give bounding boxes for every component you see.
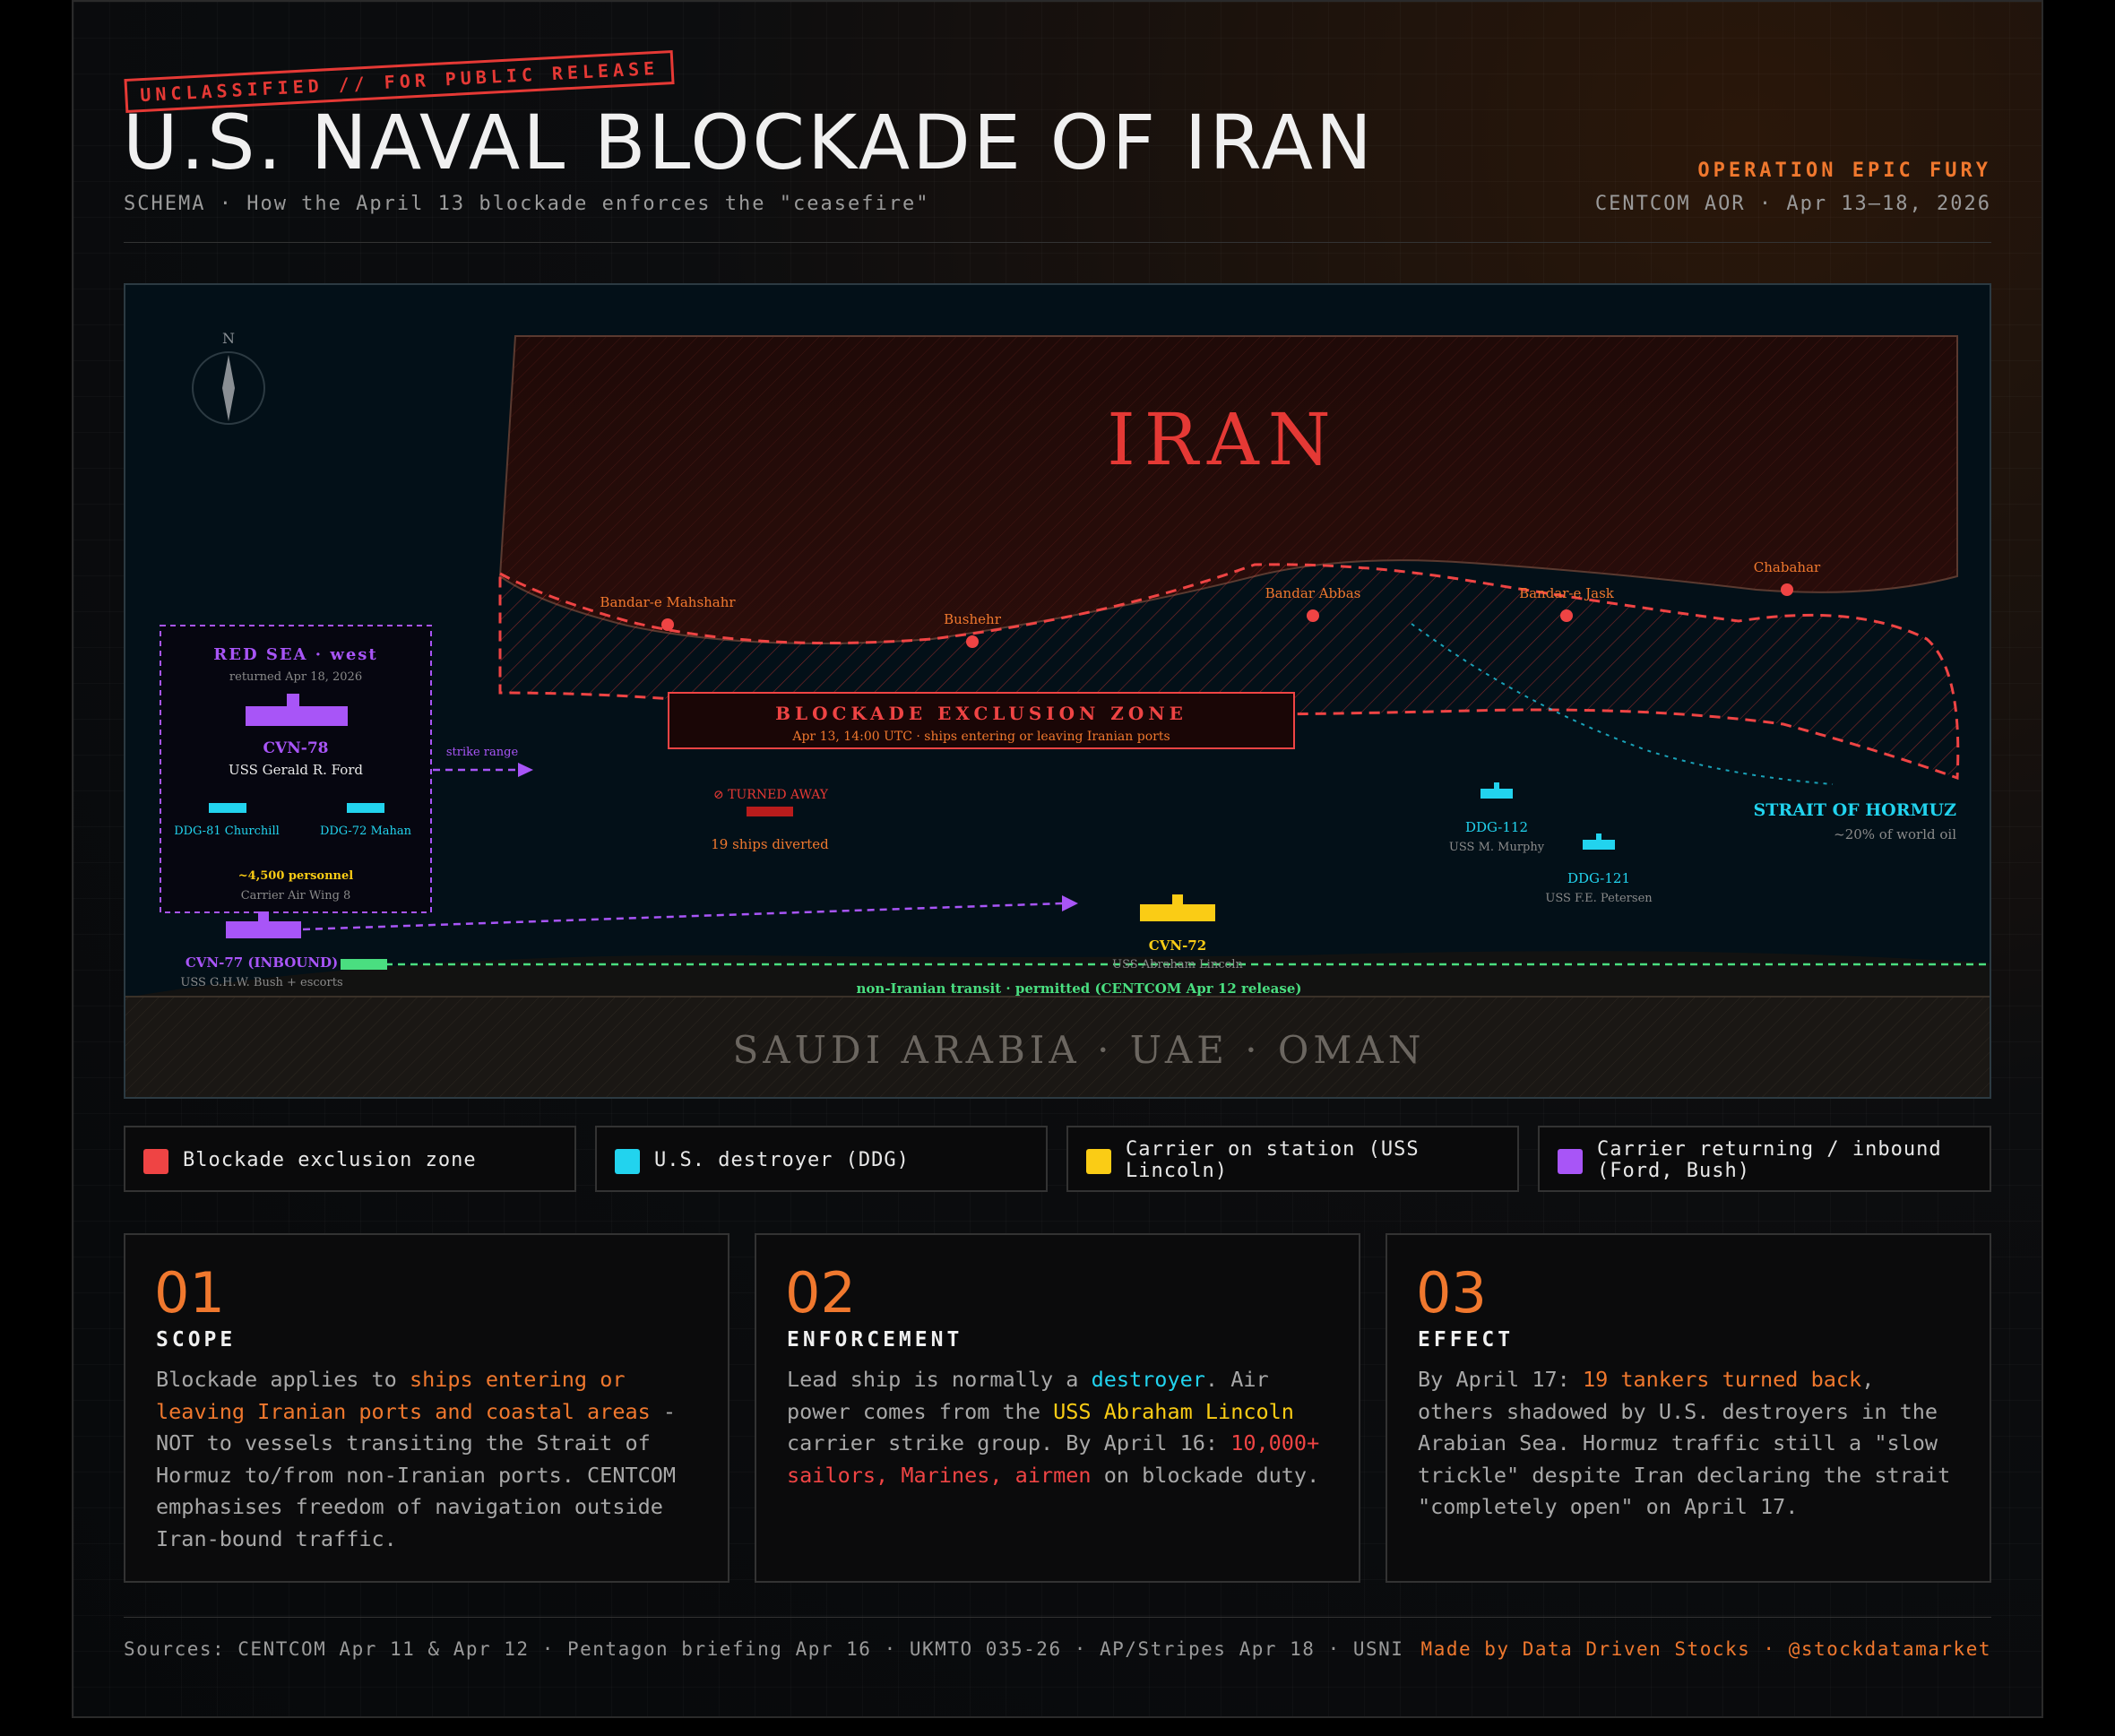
svg-text:DDG-81 Churchill: DDG-81 Churchill	[174, 825, 280, 838]
strait-route	[1411, 623, 1834, 785]
strike-range-arrow: strike range	[433, 746, 533, 777]
area-of-responsibility: CENTCOM AOR · Apr 13–18, 2026	[1594, 193, 1991, 215]
transit-ship-icon	[341, 959, 387, 970]
compass-north-label: N	[222, 330, 235, 347]
svg-text:strike range: strike range	[446, 746, 519, 759]
svg-text:RED SEA · west: RED SEA · west	[213, 645, 377, 664]
legend-carrier-on-station: Carrier on station (USS Lincoln)	[1066, 1126, 1519, 1192]
svg-text:Apr 13, 14:00 UTC · ships ente: Apr 13, 14:00 UTC · ships entering or le…	[791, 730, 1170, 744]
port-bandar-e-mahshahr: Bandar-e Mahshahr	[600, 594, 736, 631]
legend-destroyer: U.S. destroyer (DDG)	[595, 1126, 1048, 1192]
ddg112-id: DDG-112	[1465, 819, 1528, 835]
card-body: Blockade applies to ships entering or le…	[156, 1367, 677, 1551]
card-number: 02	[785, 1260, 856, 1326]
port-chabahar: Chabahar	[1754, 559, 1821, 596]
ships-diverted-label: 19 ships diverted	[711, 836, 829, 852]
cvn77-name: USS G.H.W. Bush + escorts	[180, 976, 342, 989]
cvn72-name: USS Abraham Lincoln	[1112, 958, 1243, 972]
legend-exclusion-zone: Blockade exclusion zone	[124, 1126, 576, 1192]
svg-text:Bandar Abbas: Bandar Abbas	[1265, 585, 1361, 601]
carrier-cvn77-icon	[226, 911, 301, 938]
ddg121-name: USS F.E. Petersen	[1545, 892, 1653, 905]
svg-text:returned Apr 18, 2026: returned Apr 18, 2026	[229, 670, 362, 684]
svg-text:DDG-72 Mahan: DDG-72 Mahan	[320, 825, 412, 838]
compass-icon: N	[192, 330, 265, 425]
svg-text:BLOCKADE EXCLUSION ZONE: BLOCKADE EXCLUSION ZONE	[775, 703, 1187, 724]
card-heading: EFFECT	[1418, 1328, 1515, 1352]
turned-away-label: ⊘ TURNED AWAY	[713, 788, 829, 802]
legend-swatch-red	[143, 1149, 168, 1174]
svg-text:Bushehr: Bushehr	[944, 611, 1002, 627]
svg-text:Bandar-e Jask: Bandar-e Jask	[1519, 585, 1615, 601]
destroyer-ddg72-icon	[347, 803, 384, 813]
ddg112-name: USS M. Murphy	[1449, 841, 1545, 854]
legend-swatch-purple	[1558, 1149, 1583, 1174]
inbound-route-arrow	[302, 895, 1078, 931]
destroyer-ddg121-icon	[1583, 833, 1615, 850]
svg-text:Bandar-e Mahshahr: Bandar-e Mahshahr	[600, 594, 736, 610]
card-body: Lead ship is normally a destroyer. Air p…	[787, 1367, 1320, 1488]
exclusion-zone-label: BLOCKADE EXCLUSION ZONE Apr 13, 14:00 UT…	[668, 692, 1295, 749]
card-heading: SCOPE	[156, 1328, 237, 1352]
strait-of-hormuz-label: STRAIT OF HORMUZ	[1754, 800, 1957, 820]
port-bushehr: Bushehr	[944, 611, 1002, 648]
cvn77-id: CVN-77 (INBOUND)	[186, 954, 338, 971]
svg-text:Chabahar: Chabahar	[1754, 559, 1821, 575]
card-number: 01	[154, 1260, 225, 1326]
destroyer-ddg112-icon	[1480, 782, 1513, 799]
svg-text:~4,500 personnel: ~4,500 personnel	[238, 869, 354, 883]
port-bandar-abbas: Bandar Abbas	[1265, 585, 1361, 622]
turned-away-ship-icon	[747, 807, 793, 816]
svg-text:Carrier Air Wing 8: Carrier Air Wing 8	[241, 889, 351, 903]
credit-line: Made by Data Driven Stocks · @stockdatam…	[1420, 1638, 1991, 1660]
destroyer-ddg81-icon	[209, 803, 246, 813]
card-enforcement: 02 ENFORCEMENT Lead ship is normally a d…	[755, 1233, 1360, 1583]
card-effect: 03 EFFECT By April 17: 19 tankers turned…	[1386, 1233, 1991, 1583]
cvn72-id: CVN-72	[1149, 937, 1206, 954]
southern-coastline	[125, 951, 1990, 998]
sources-line: Sources: CENTCOM Apr 11 & Apr 12 · Penta…	[124, 1638, 1404, 1660]
operation-name: OPERATION EPIC FURY	[1697, 160, 1991, 182]
card-heading: ENFORCEMENT	[787, 1328, 963, 1352]
svg-text:USS Gerald R. Ford: USS Gerald R. Ford	[229, 762, 363, 778]
card-body: By April 17: 19 tankers turned back, oth…	[1418, 1367, 1951, 1519]
footer-divider	[124, 1617, 1991, 1618]
southern-countries-label: SAUDI ARABIA · UAE · OMAN	[733, 1028, 1426, 1072]
carrier-cvn78-icon	[246, 694, 348, 726]
legend-carrier-returning: Carrier returning / inbound (Ford, Bush)	[1538, 1126, 1991, 1192]
page-title: U.S. NAVAL BLOCKADE OF IRAN	[123, 99, 1375, 186]
legend-swatch-cyan	[615, 1149, 640, 1174]
strait-oil-note: ~20% of world oil	[1834, 826, 1956, 842]
iran-label: IRAN	[1107, 398, 1340, 481]
page-subtitle: SCHEMA · How the April 13 blockade enfor…	[124, 193, 930, 215]
blockade-map: IRAN N Bandar-e Mahshahr Bushehr Bandar …	[124, 283, 1991, 1099]
ddg121-id: DDG-121	[1567, 870, 1630, 886]
header-divider	[124, 242, 1991, 243]
card-scope: 01 SCOPE Blockade applies to ships enter…	[124, 1233, 729, 1583]
port-bandar-e-jask: Bandar-e Jask	[1519, 585, 1615, 622]
carrier-cvn72-icon	[1140, 894, 1215, 921]
legend-swatch-yellow	[1086, 1149, 1111, 1174]
transit-label: non-Iranian transit · permitted (CENTCOM…	[857, 980, 1302, 997]
card-number: 03	[1416, 1260, 1487, 1326]
svg-text:CVN-78: CVN-78	[263, 739, 329, 757]
red-sea-panel: RED SEA · west returned Apr 18, 2026 CVN…	[160, 625, 432, 913]
